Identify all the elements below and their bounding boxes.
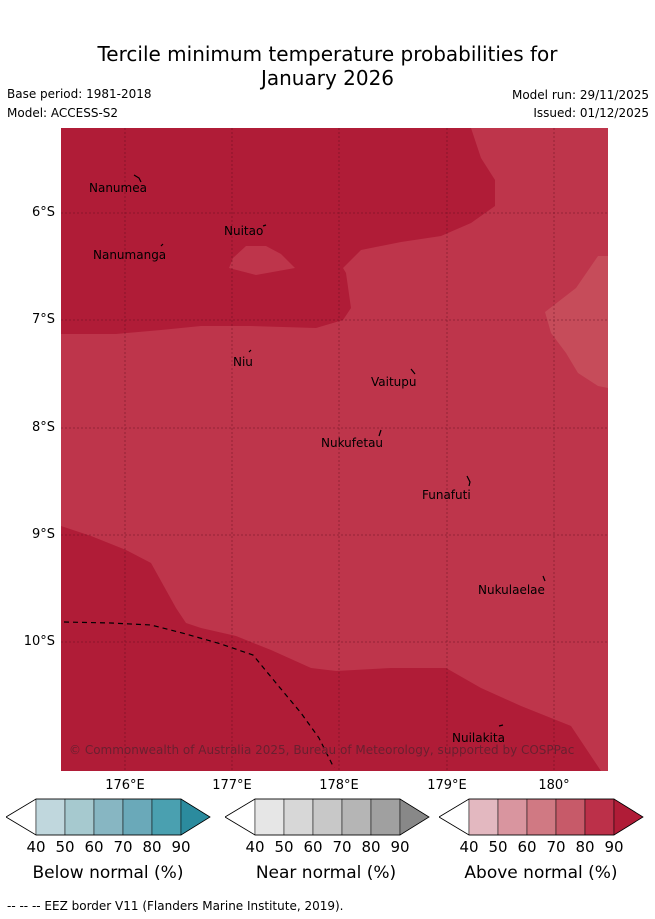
below-tick-80: 80 [142, 838, 162, 856]
colorbar-near-swatch-3 [312, 798, 343, 836]
legend-title-near: Near normal (%) [255, 863, 397, 883]
island-vaitupu [410, 368, 416, 375]
map-panel: Nanumea Nuitao Nanumanga Niu Vaitupu Nuk… [61, 128, 608, 771]
below-tick-50: 50 [55, 838, 75, 856]
colorbar-above-swatch-6 [613, 798, 644, 836]
model-name: Model: ACCESS-S2 [7, 106, 119, 120]
lon-label-176e: 176°E [105, 778, 145, 793]
near-tick-60: 60 [303, 838, 323, 856]
zone-patch-nuitao [229, 246, 295, 275]
copyright-notice: © Commonwealth of Australia 2025, Bureau… [69, 743, 574, 757]
island-niu [248, 349, 252, 353]
place-label-vaitupu: Vaitupu [371, 375, 417, 389]
colorbar-near-swatch-5 [370, 798, 401, 836]
graticule [61, 128, 608, 771]
colorbar-below-swatch-1 [35, 798, 66, 836]
colorbar-near-swatch-2 [283, 798, 314, 836]
colorbar-near-normal [225, 798, 430, 836]
below-tick-60: 60 [84, 838, 104, 856]
colorbar-near-swatch-0 [225, 798, 256, 836]
lon-label-180: 180° [538, 778, 570, 793]
base-period: Base period: 1981-2018 [7, 87, 152, 101]
below-tick-90: 90 [171, 838, 191, 856]
colorbar-below-normal [6, 798, 211, 836]
colorbar-above-swatch-5 [584, 798, 615, 836]
island-nanumea [133, 174, 142, 183]
lon-label-177e: 177°E [212, 778, 252, 793]
zone-above-60-70 [545, 256, 608, 388]
colorbar-above-swatch-1 [468, 798, 499, 836]
issued-date: Issued: 01/12/2025 [533, 106, 649, 120]
colorbar-near-swatch-4 [341, 798, 372, 836]
map-title-line1: Tercile minimum temperature probabilitie… [97, 42, 558, 66]
place-label-nanumanga: Nanumanga [93, 248, 166, 262]
near-tick-70: 70 [332, 838, 352, 856]
island-funafuti [466, 475, 471, 487]
eez-footnote: -- -- -- EEZ border V11 (Flanders Marine… [7, 899, 344, 913]
lon-label-179e: 179°E [427, 778, 467, 793]
above-tick-50: 50 [488, 838, 508, 856]
near-tick-50: 50 [274, 838, 294, 856]
above-tick-90: 90 [604, 838, 624, 856]
island-nuitao [262, 224, 267, 227]
lat-label-6s: 6°S [31, 205, 55, 220]
above-tick-80: 80 [575, 838, 595, 856]
colorbar-near-swatch-6 [399, 798, 430, 836]
place-label-funafuti: Funafuti [422, 488, 471, 502]
island-nukulaelae [542, 575, 546, 582]
zone-above-70-80 [61, 128, 608, 771]
place-label-nuilakita: Nuilakita [452, 731, 505, 745]
colorbar-below-swatch-0 [6, 798, 37, 836]
eez-border [63, 621, 335, 769]
colorbar-below-swatch-2 [64, 798, 95, 836]
above-tick-40: 40 [459, 838, 479, 856]
map-title-line2: January 2026 [260, 66, 395, 90]
below-tick-40: 40 [26, 838, 46, 856]
colorbar-above-swatch-0 [439, 798, 470, 836]
model-run: Model run: 29/11/2025 [511, 88, 649, 102]
near-tick-80: 80 [361, 838, 381, 856]
colorbar-below-swatch-3 [93, 798, 124, 836]
colorbar-below-swatch-5 [151, 798, 182, 836]
island-nanumanga [160, 243, 164, 247]
legend-title-below: Below normal (%) [32, 863, 184, 883]
place-label-nanumea: Nanumea [89, 181, 147, 195]
lat-label-9s: 9°S [31, 527, 55, 542]
place-label-nukufetau: Nukufetau [321, 436, 383, 450]
island-nukufetau [378, 429, 382, 437]
lat-label-8s: 8°S [31, 420, 55, 435]
colorbar-above-swatch-3 [526, 798, 557, 836]
colorbar-below-swatch-6 [180, 798, 211, 836]
colorbar-above-normal [439, 798, 644, 836]
above-tick-60: 60 [517, 838, 537, 856]
colorbar-below-swatch-4 [122, 798, 153, 836]
island-outlines [133, 174, 546, 727]
below-tick-70: 70 [113, 838, 133, 856]
lat-label-10s: 10°S [23, 634, 55, 649]
near-tick-40: 40 [245, 838, 265, 856]
island-nuilakita [498, 724, 504, 727]
lon-label-178e: 178°E [319, 778, 359, 793]
colorbar-near-swatch-1 [254, 798, 285, 836]
colorbar-above-swatch-2 [497, 798, 528, 836]
colorbar-above-swatch-4 [555, 798, 586, 836]
place-label-nukulaelae: Nukulaelae [478, 583, 545, 597]
place-label-nuitao: Nuitao [224, 224, 263, 238]
legend-title-above: Above normal (%) [464, 863, 618, 883]
above-tick-70: 70 [546, 838, 566, 856]
place-label-niu: Niu [233, 355, 253, 369]
lat-label-7s: 7°S [31, 312, 55, 327]
near-tick-90: 90 [390, 838, 410, 856]
probability-map: Nanumea Nuitao Nanumanga Niu Vaitupu Nuk… [61, 128, 608, 771]
